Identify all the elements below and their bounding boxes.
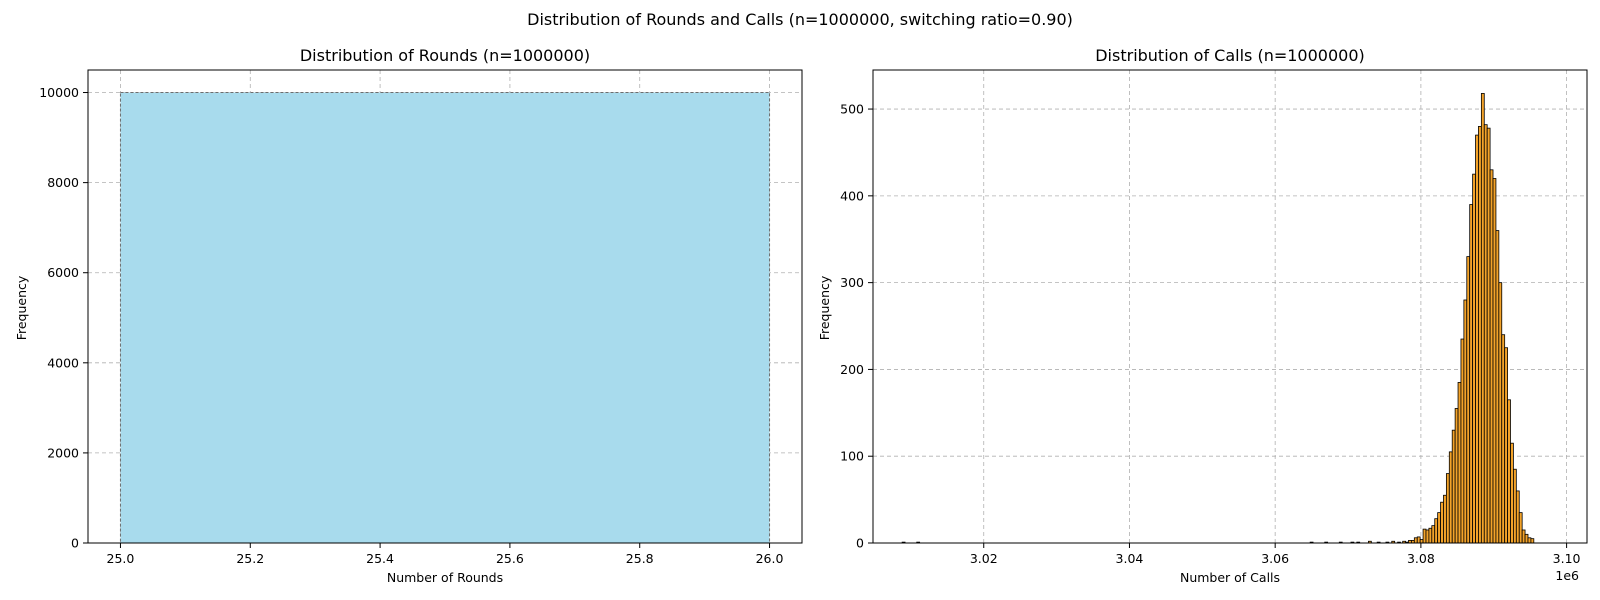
calls-histogram-bar <box>1510 442 1514 544</box>
rounds-chart-title: Distribution of Rounds (n=1000000) <box>300 46 590 65</box>
calls-y-tick-label: 0 <box>856 536 864 551</box>
calls-histogram-bar <box>1478 126 1482 544</box>
calls-histogram-bar <box>1521 529 1526 544</box>
calls-y-tick-label: 300 <box>840 275 864 290</box>
calls-histogram-bar <box>1445 473 1450 544</box>
calls-histogram-bar <box>1425 529 1430 544</box>
calls-histogram-bar <box>1527 537 1532 544</box>
calls-x-offset-label: 1e6 <box>1555 568 1579 583</box>
calls-histogram-bar <box>1489 169 1494 544</box>
calls-histogram-bar <box>1419 539 1424 544</box>
calls-histogram-bar <box>1492 178 1497 544</box>
calls-y-tick-label: 400 <box>840 188 864 203</box>
rounds-x-tick-label: 25.8 <box>626 551 654 566</box>
calls-histogram-bar <box>1475 134 1479 544</box>
calls-y-tick-label: 500 <box>840 102 864 117</box>
rounds-y-tick-label: 2000 <box>47 445 79 460</box>
calls-histogram-bar <box>1483 124 1488 544</box>
calls-x-tick-label: 3.04 <box>1116 551 1144 566</box>
calls-histogram-bar <box>1466 256 1471 544</box>
calls-histogram-bar <box>1448 451 1453 544</box>
calls-histogram-bar <box>1463 299 1468 544</box>
calls-histogram-bar <box>1434 518 1439 544</box>
figure-suptitle: Distribution of Rounds and Calls (n=1000… <box>527 10 1073 29</box>
rounds-y-tick-label: 0 <box>71 536 79 551</box>
calls-histogram-bar <box>1504 347 1508 544</box>
rounds-histogram-panel: Distribution of Rounds (n=1000000) Numbe… <box>14 46 803 585</box>
calls-histogram-bar <box>1457 382 1462 544</box>
calls-histogram-bar <box>1501 334 1506 544</box>
calls-x-tick-label: 3.02 <box>970 551 998 566</box>
calls-histogram-bar <box>1515 490 1520 544</box>
calls-x-tick-label: 3.08 <box>1407 551 1435 566</box>
calls-chart-title: Distribution of Calls (n=1000000) <box>1095 46 1365 65</box>
calls-axes-frame <box>872 69 1588 544</box>
calls-histogram-bar <box>1451 429 1456 544</box>
calls-histogram-bar <box>1480 93 1485 544</box>
rounds-y-tick-label: 8000 <box>47 175 79 190</box>
calls-histogram-bar <box>1443 494 1447 544</box>
calls-histogram-bar <box>1440 501 1444 544</box>
calls-x-tick-label: 3.06 <box>1261 551 1289 566</box>
rounds-x-tick-label: 25.6 <box>496 551 524 566</box>
calls-histogram-bar <box>1498 282 1503 544</box>
rounds-histogram-bar <box>119 92 771 544</box>
calls-x-axis-label: Number of Calls <box>1180 570 1280 585</box>
calls-histogram-bar <box>1454 408 1459 544</box>
rounds-x-tick-label: 25.2 <box>236 551 264 566</box>
calls-y-axis-label: Frequency <box>817 275 832 340</box>
calls-x-tick-label: 3.10 <box>1553 551 1581 566</box>
calls-histogram-bar <box>1428 527 1433 544</box>
calls-histogram-bar <box>1416 536 1421 544</box>
calls-histogram-bar <box>1495 230 1500 544</box>
calls-histogram-bar <box>1437 512 1441 544</box>
calls-y-tick-label: 100 <box>840 449 864 464</box>
calls-histogram-bar <box>1422 528 1427 544</box>
calls-histogram-bar <box>1518 512 1523 544</box>
calls-histogram-bar <box>1486 127 1491 544</box>
rounds-x-axis-label: Number of Rounds <box>387 570 503 585</box>
calls-histogram-bar <box>1460 338 1465 544</box>
rounds-y-tick-label: 6000 <box>47 265 79 280</box>
rounds-y-axis-label: Frequency <box>14 275 29 340</box>
calls-histogram-bar <box>1431 525 1436 544</box>
rounds-y-tick-label: 10000 <box>39 85 79 100</box>
calls-histogram-bar <box>1413 537 1418 544</box>
rounds-x-tick-label: 26.0 <box>756 551 784 566</box>
rounds-x-tick-label: 25.0 <box>107 551 135 566</box>
calls-y-tick-label: 200 <box>840 362 864 377</box>
rounds-axes-frame <box>87 69 803 544</box>
rounds-y-tick-label: 4000 <box>47 355 79 370</box>
calls-histogram-bar <box>1469 204 1474 544</box>
calls-histogram-bar <box>1513 468 1517 544</box>
calls-histogram-bar <box>1472 173 1476 544</box>
calls-histogram-bar <box>1507 399 1511 544</box>
calls-histogram-bar <box>1524 533 1529 544</box>
rounds-x-tick-label: 25.4 <box>366 551 394 566</box>
calls-histogram-bar <box>1530 538 1535 544</box>
calls-histogram-panel: Distribution of Calls (n=1000000) Number… <box>817 46 1588 585</box>
